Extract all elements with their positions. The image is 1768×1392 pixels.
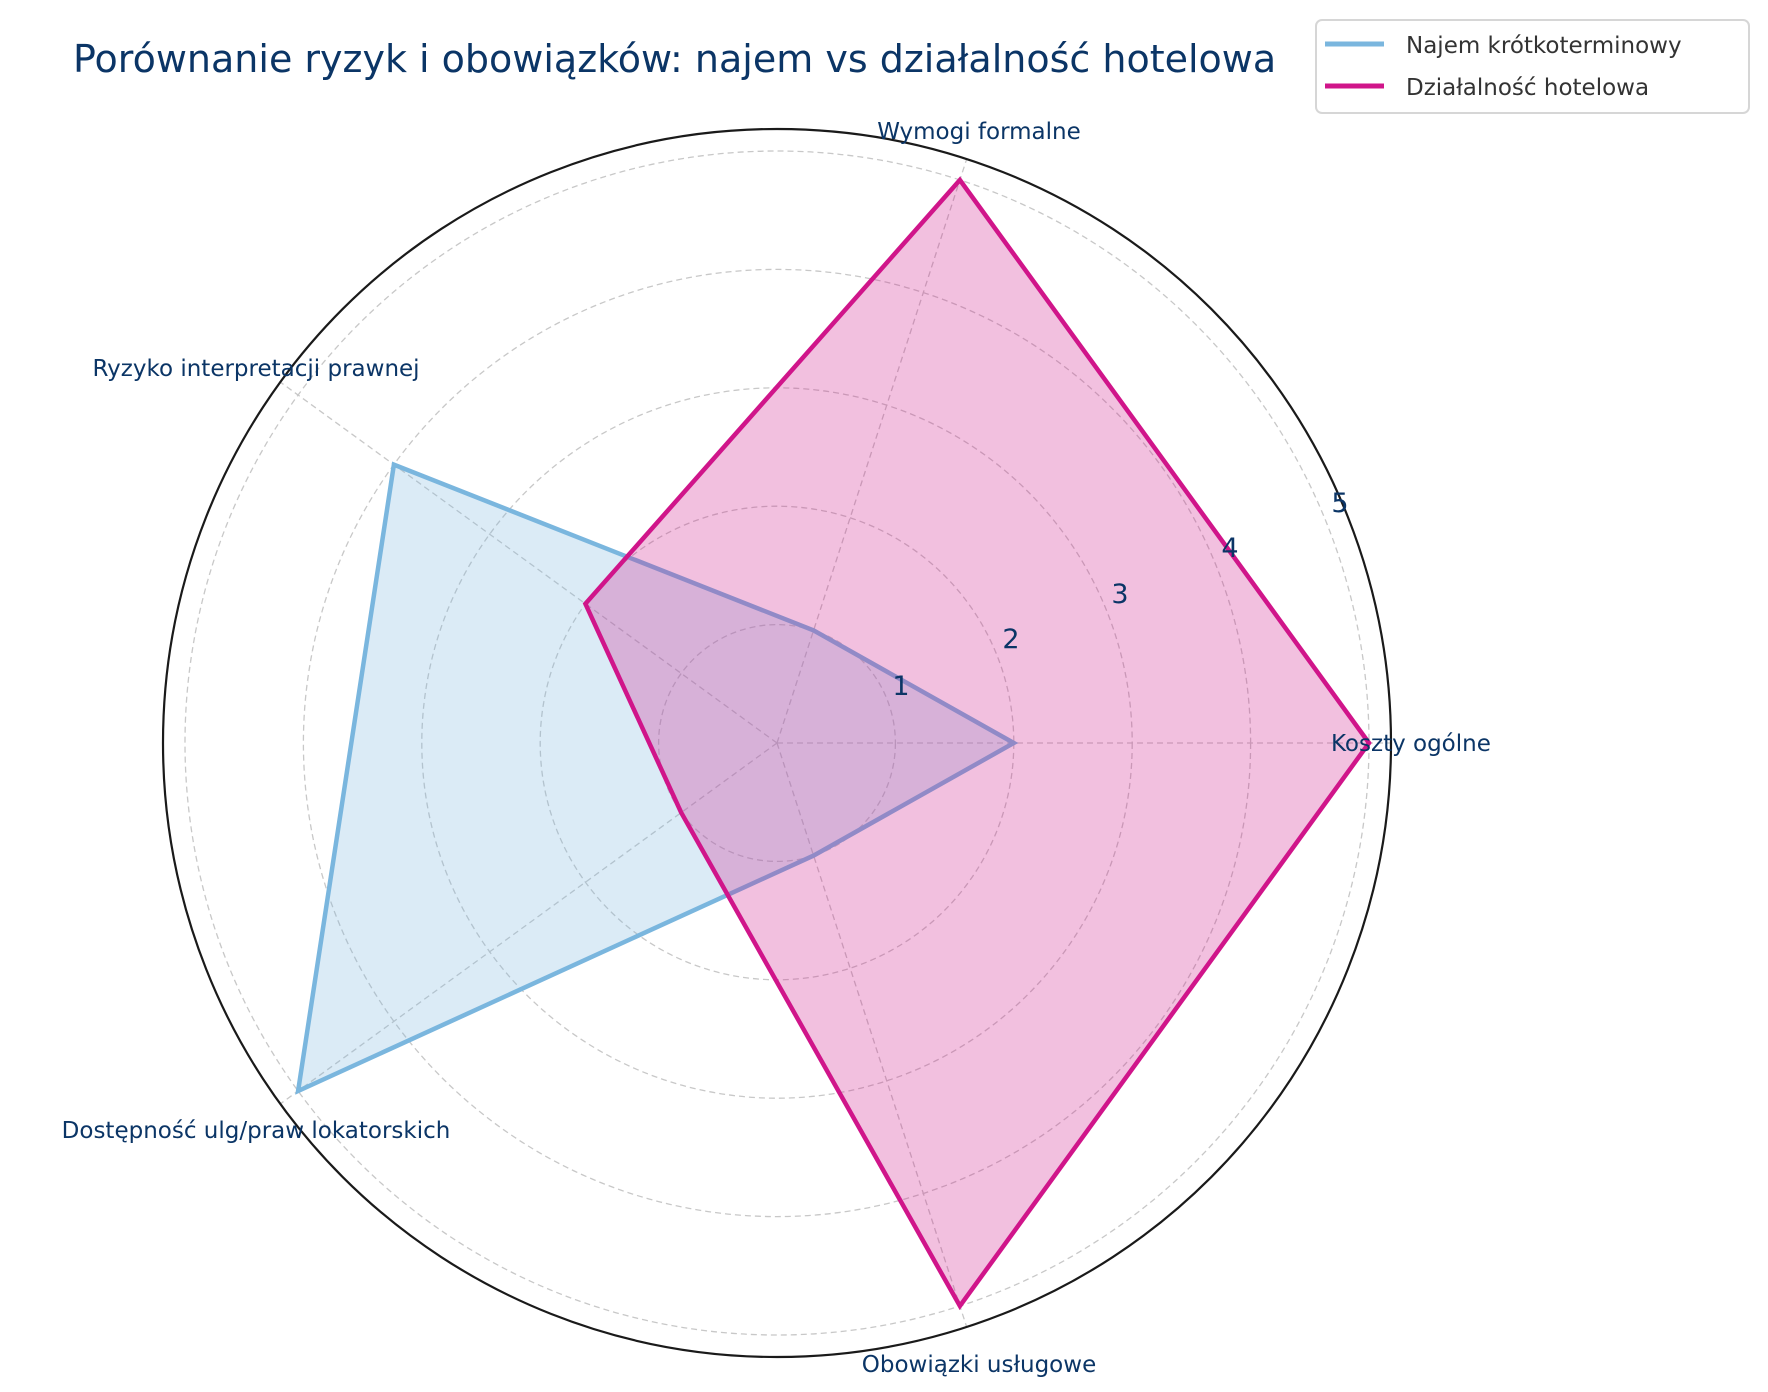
radial-ticks: 1 2 3 4 5 [892,488,1348,702]
polar-frame [161,127,1393,1359]
axis-label-wymogi: Wymogi formalne [877,119,1081,145]
axis-label-dostepnosc: Dostępność ulg/praw lokatorskich [62,1118,451,1144]
legend-label-hotel: Działalność hotelowa [1406,75,1649,101]
tick-4: 4 [1221,533,1238,564]
axis-label-ryzyko: Ryzyko interpretacji prawnej [92,356,419,382]
legend: Najem krótkoterminowy Działalność hotelo… [1315,19,1750,114]
tick-5: 5 [1331,488,1348,519]
axis-label-obowiazki: Obowiązki usługowe [862,1352,1096,1378]
tick-1: 1 [892,671,909,702]
chart-title: Porównanie ryzyk i obowiązków: najem vs … [73,37,1276,81]
legend-label-najem: Najem krótkoterminowy [1406,33,1682,59]
axis-label-koszty: Koszty ogólne [1331,731,1491,757]
series-hotel-area [582,176,1372,1311]
series-najem-area [295,461,1019,1095]
tick-2: 2 [1002,624,1019,655]
grid-spokes [279,158,1391,1328]
tick-3: 3 [1111,579,1128,610]
